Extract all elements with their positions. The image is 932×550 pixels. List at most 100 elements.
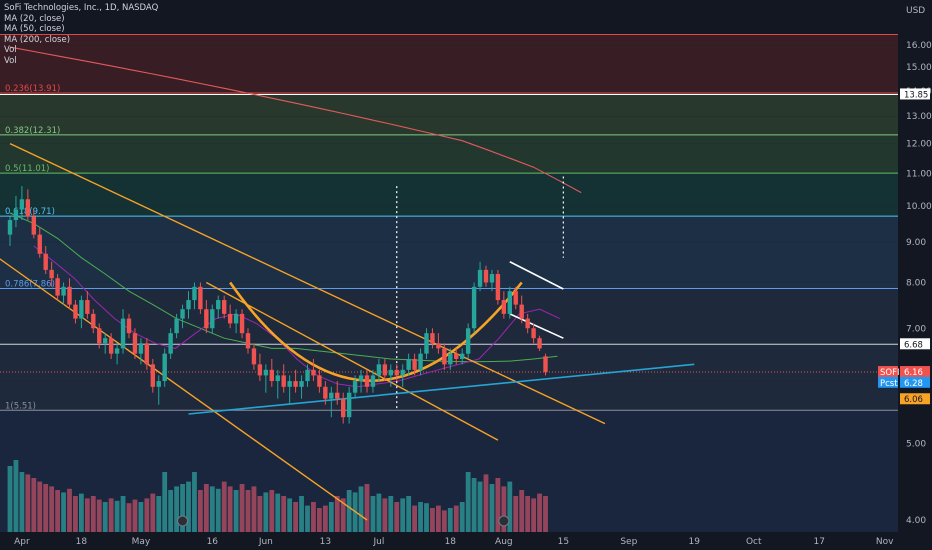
fib-label: 0.236(13.91) [5,84,60,94]
price-axis-bg [898,0,932,550]
price-tick-label: 4.00 [906,516,926,526]
time-axis-bg [0,532,932,550]
time-tick-label: 13 [320,537,331,547]
fib-lines: 0.236(13.91)0.382(12.31)0.5(11.01)0.618(… [0,33,898,411]
candle-body [412,358,417,370]
volume-bar [120,496,126,532]
time-tick-label: 16 [207,537,219,547]
candle-body [489,274,495,283]
volume-bar [412,505,417,532]
legend-ma50[interactable]: MA (50, close) [4,24,65,34]
volume-bar [501,486,507,532]
candle-body [144,343,150,365]
volume-bar [162,472,168,532]
candle-body [442,348,447,365]
candle-body [73,304,78,319]
volume-bar [239,484,245,532]
time-tick-label: 18 [76,537,88,547]
legend-vol-2[interactable]: Vol [4,55,17,66]
candle-body [537,338,542,349]
fib-zones [0,34,898,532]
price-tag-bg [900,88,930,100]
candle-body [329,392,334,399]
volume-bar [221,481,227,532]
price-tick-label: 11.00 [906,169,932,179]
earnings-icon [498,515,510,527]
volume-bar [334,496,340,532]
volume-bar [108,498,114,532]
volume-bar [37,481,43,532]
price-tick-label: 10.00 [906,202,932,212]
time-tick-label: May [132,537,151,547]
fib-zone [0,134,898,174]
volume-bar [263,492,269,532]
candlesticks [7,186,548,424]
candle-body [281,375,286,387]
flag-line [509,261,564,290]
volume-bar [287,498,293,532]
volume-bar [382,498,388,532]
time-axis[interactable]: Apr 18 May 16 Jun 13 Jul 18 Aug 15 Sep 19 Oct 17 Nov [0,532,932,550]
volume-bar [43,484,49,532]
candle-body [55,278,60,296]
candle-body [180,309,185,319]
price-tag-value: 6.68 [904,340,923,350]
legend-ma200[interactable]: MA (200, close) [4,34,71,45]
candle-body [388,369,393,376]
candle-body [400,369,405,376]
volume-bar [459,502,465,532]
volume-bar [114,500,120,532]
legend-symbol[interactable]: SoFi Technologies, Inc., 1D, NASDAQ [4,3,159,13]
volume-bar [519,490,525,532]
candle-body [454,353,459,359]
price-tag-value: 13.85 [904,90,928,100]
volume-bar [150,493,156,532]
candle-body [186,300,191,310]
volume-bar [186,481,191,532]
time-tick-label: Sep [620,537,637,547]
ma200-line [9,46,582,194]
candle-body [436,343,441,349]
candle-body [210,309,215,329]
fib-label: 0.5(11.01) [5,164,49,174]
price-axis[interactable]: USD4.005.006.007.008.009.0010.0011.0012.… [898,0,932,550]
candle-body [91,313,96,329]
candle-body [507,291,512,314]
time-tick-label: 17 [813,537,824,547]
legend-vol-1[interactable]: Vol [4,45,17,55]
volume-bar [453,505,459,532]
fib-zone [0,216,898,289]
candle-body [346,392,352,418]
volume-bar [96,499,102,532]
candle-body [430,333,435,344]
legend-ma20[interactable]: MA (20, close) [4,13,65,24]
volume-bar [447,508,453,532]
time-tick-label: Jul [372,537,384,547]
volume-bar [525,496,531,532]
volume-bar [370,496,376,532]
candle-body [418,353,423,370]
fib-label: 0.786(7.86) [5,280,55,290]
volume-bar [400,498,406,532]
candle-body [126,318,132,334]
volume-bar [406,496,412,532]
volume-bar [209,486,215,532]
volume-bar [531,498,536,532]
candle-body [7,220,13,235]
volume-bar [441,510,447,532]
candle-body [168,333,173,354]
volume-bar [305,505,310,532]
time-tick-label: 19 [689,537,701,547]
candle-body [43,253,48,270]
volume-bar [138,502,144,532]
price-tick-label: 13.00 [906,112,932,122]
event-markers[interactable] [177,515,510,527]
volume-bar [424,503,429,532]
trend-drawings [0,142,695,521]
price-tag-label: Pcst [880,379,898,389]
downtrend-line [0,258,368,521]
time-tick-label: Aug [495,537,513,547]
candle-body [103,338,108,344]
candle-body [222,300,227,314]
